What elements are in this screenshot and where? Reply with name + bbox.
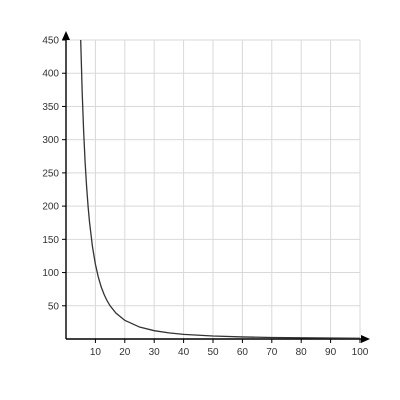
axes [62,31,370,343]
x-tick-label: 90 [325,347,337,358]
y-tick-label: 100 [42,268,59,279]
x-tick-label: 80 [296,347,308,358]
y-tick-label: 150 [42,235,59,246]
x-tick-label: 70 [266,347,278,358]
ticks [62,39,361,343]
grid [66,39,361,339]
y-tick-label: 200 [42,202,59,213]
series-layer [80,39,361,339]
y-tick-label: 450 [42,36,59,47]
x-tick-label: 60 [237,347,249,358]
y-axis-arrow [62,31,70,40]
tick-labels: 10 20 30 40 50 60 70 80 90 100 50 100 150 200 250 300 35… [42,36,368,359]
x-tick-label: 100 [352,347,369,358]
series-line [80,39,361,339]
y-tick-label: 400 [42,69,59,80]
x-tick-label: 40 [178,347,190,358]
y-tick-label: 50 [48,301,60,312]
y-tick-label: 300 [42,135,59,146]
y-tick-label: 350 [42,102,59,113]
y-tick-label: 250 [42,168,59,179]
x-tick-label: 50 [207,347,219,358]
x-tick-label: 20 [119,347,131,358]
x-axis-arrow [361,335,370,343]
x-tick-label: 30 [149,347,161,358]
x-tick-label: 10 [90,347,102,358]
